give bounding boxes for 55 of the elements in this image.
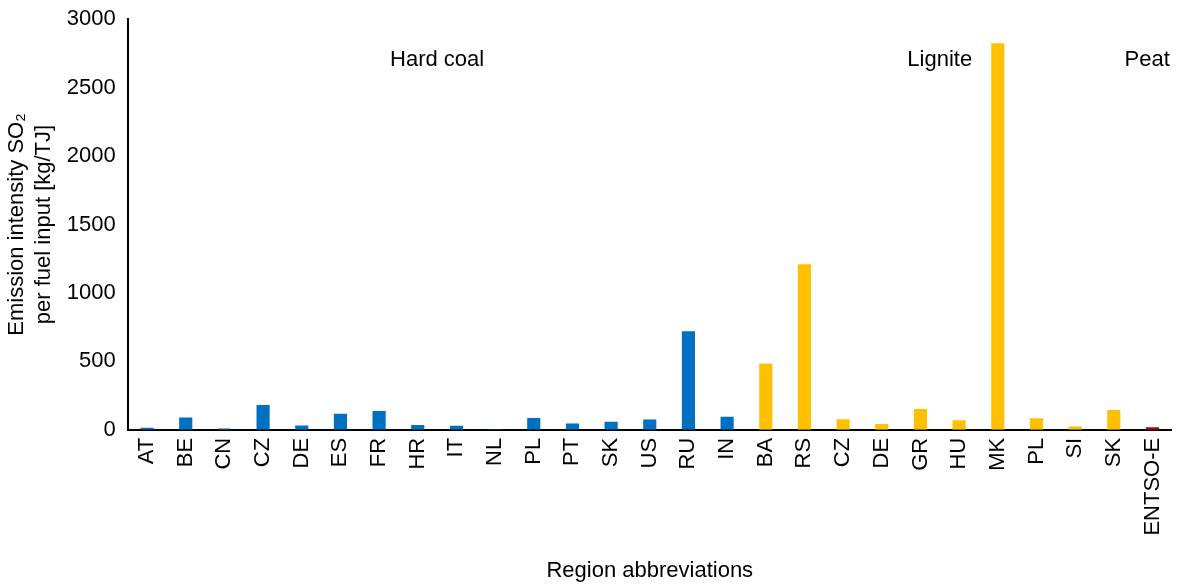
x-tick-label: IN: [713, 437, 739, 460]
x-tick-label: ES: [326, 437, 352, 468]
bar: [1029, 418, 1044, 430]
bar: [295, 425, 309, 430]
x-tick-label: AT: [133, 437, 159, 465]
x-tick-label: SK: [597, 437, 623, 468]
y-tick-label: 0: [103, 415, 116, 441]
x-tick-label: IT: [442, 437, 468, 458]
x-tick-label: ENTSO-E: [1138, 437, 1164, 536]
x-tick-label: BE: [171, 437, 197, 468]
bar: [913, 409, 928, 430]
x-tick-label: PL: [519, 437, 545, 465]
bar: [952, 420, 966, 430]
bar: [1107, 409, 1121, 430]
x-tick-label: DE: [867, 437, 893, 469]
x-tick-label: CN: [210, 437, 236, 470]
x-tick-label: MK: [983, 437, 1009, 471]
y-axis-title: Emission intensity SO₂ per fuel input [kg/TJ]: [3, 113, 55, 336]
y-tick-label: 500: [79, 347, 116, 373]
x-tick-label: HU: [945, 437, 971, 470]
bar: [681, 331, 696, 430]
bar: [991, 43, 1005, 430]
x-tick-label: SK: [1099, 437, 1125, 468]
x-tick-label: CZ: [249, 437, 275, 468]
bar: [797, 264, 812, 430]
x-tick-label: PL: [1022, 437, 1048, 465]
annotation: Hard coal: [390, 46, 485, 72]
y-tick-label: 2000: [66, 142, 116, 168]
x-axis-title: Region abbreviations: [546, 556, 754, 582]
y-tick-label: 2500: [66, 73, 116, 99]
x-tick-label: DE: [287, 437, 313, 469]
x-tick-label: NL: [481, 437, 507, 466]
y-tick-label: 1000: [66, 279, 116, 305]
bar: [836, 419, 850, 430]
y-tick-label: 1500: [66, 210, 116, 236]
annotation: Lignite: [907, 46, 973, 72]
bar: [759, 363, 773, 430]
x-tick-label: SI: [1061, 437, 1087, 459]
bar: [333, 413, 347, 430]
y-tick-label: 3000: [66, 5, 116, 31]
bar: [372, 411, 386, 430]
x-tick-label: RS: [790, 437, 816, 469]
x-tick-label: HR: [403, 437, 429, 470]
x-tick-label: RU: [674, 437, 700, 470]
x-tick-label: PT: [558, 437, 584, 466]
x-tick-label: BA: [751, 437, 777, 468]
x-tick-label: FR: [365, 437, 391, 468]
annotation: Peat: [1124, 46, 1170, 72]
bar: [720, 416, 734, 430]
x-tick-label: CZ: [829, 437, 855, 468]
bar: [179, 417, 193, 430]
x-tick-label: US: [635, 437, 661, 469]
x-tick-label: GR: [906, 437, 932, 471]
bar: [256, 404, 270, 430]
bar: [527, 418, 541, 430]
